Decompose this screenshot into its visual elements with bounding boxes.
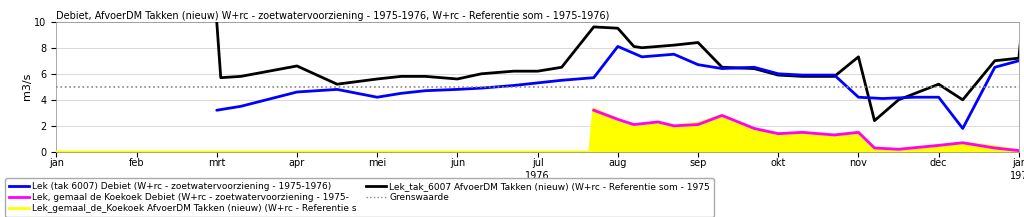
Text: Debiet, AfvoerDM Takken (nieuw) W+rc - zoetwatervoorziening - 1975-1976, W+rc - : Debiet, AfvoerDM Takken (nieuw) W+rc - z…	[56, 11, 609, 21]
Text: 1976: 1976	[525, 171, 550, 181]
Text: 197: 197	[1010, 171, 1024, 181]
Y-axis label: m3/s: m3/s	[22, 73, 32, 100]
Legend: Lek (tak 6007) Debiet (W+rc - zoetwatervoorziening - 1975-1976), Lek, gemaal de : Lek (tak 6007) Debiet (W+rc - zoetwaterv…	[5, 178, 714, 217]
